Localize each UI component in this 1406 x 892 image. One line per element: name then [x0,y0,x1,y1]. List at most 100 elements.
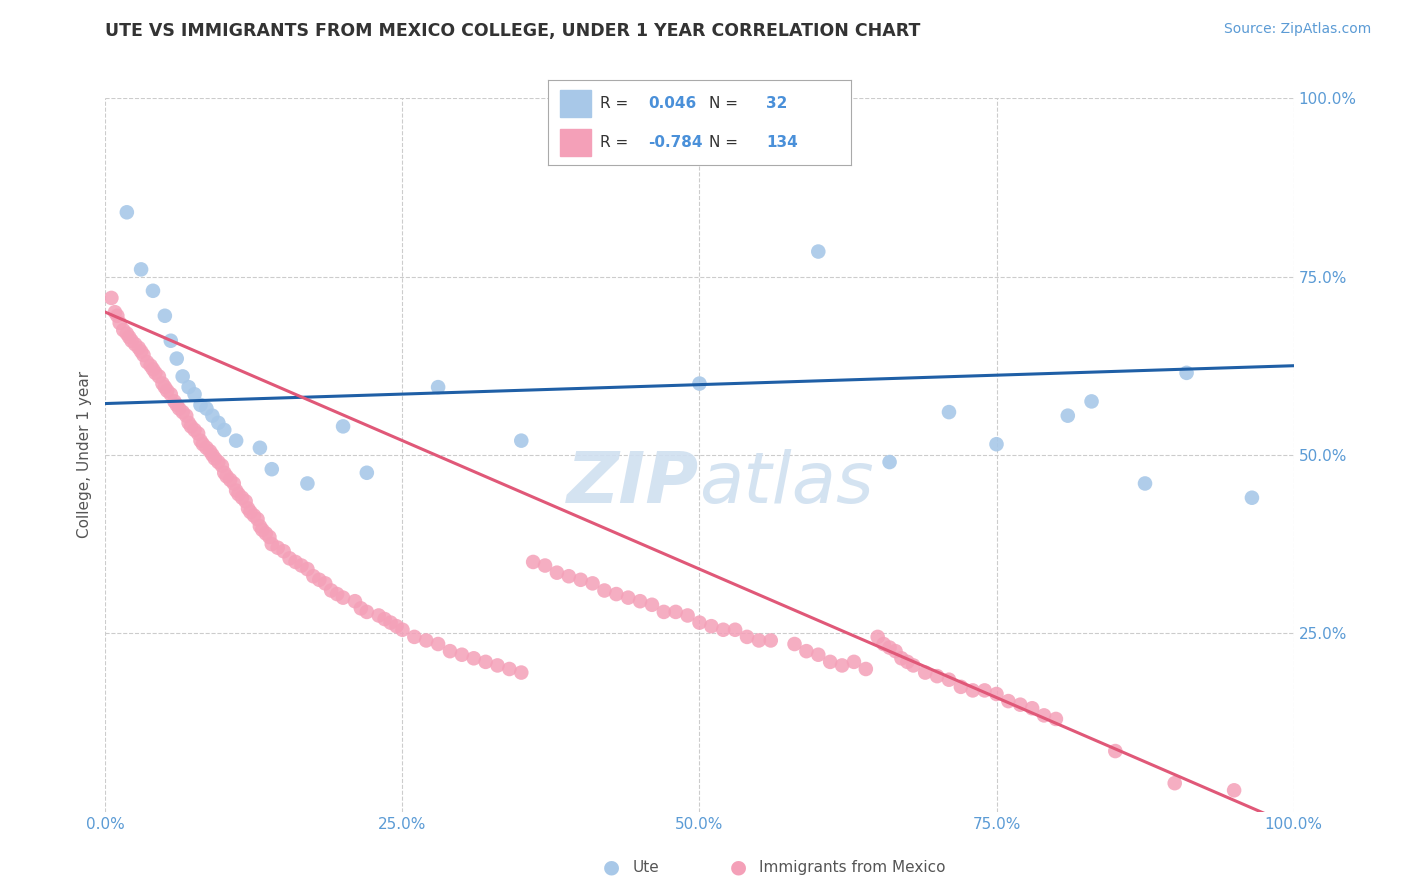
Point [1033,708,1056,723]
Point [997,694,1019,708]
Point [207,455,229,469]
Text: R =: R = [600,135,628,150]
Point [356,605,378,619]
Point [177,416,200,430]
Point [195,441,218,455]
Point [986,687,1008,701]
Point [215,469,238,483]
Point [207,416,229,430]
Point [246,512,269,526]
Point [569,573,592,587]
Y-axis label: College, Under 1 year: College, Under 1 year [77,371,93,539]
Point [427,637,450,651]
Point [374,612,396,626]
Point [558,569,581,583]
Point [105,309,128,323]
Point [879,640,901,655]
Point [259,530,281,544]
Point [896,655,918,669]
Point [156,384,179,398]
Text: ZIP: ZIP [567,449,700,518]
Point [153,380,176,394]
Point [866,630,889,644]
Point [148,369,170,384]
Point [142,362,165,376]
Point [641,598,664,612]
Point [128,341,150,355]
Point [938,673,960,687]
Point [100,291,122,305]
Text: Immigrants from Mexico: Immigrants from Mexico [759,860,946,874]
Text: Ute: Ute [633,860,659,874]
Point [159,334,181,348]
Point [884,644,907,658]
Point [252,523,274,537]
Text: atlas: atlas [700,449,875,518]
Point [159,387,181,401]
Point [1080,394,1102,409]
Point [284,555,307,569]
Point [925,669,948,683]
Point [617,591,640,605]
Point [404,630,426,644]
Point [118,330,141,344]
Point [302,569,325,583]
Point [142,284,165,298]
Point [163,394,186,409]
Text: ●: ● [603,857,620,877]
Point [748,633,770,648]
Point [807,244,830,259]
Point [239,505,262,519]
Bar [561,89,591,117]
Point [510,434,533,448]
Point [249,441,271,455]
Point [356,466,378,480]
Point [124,337,146,351]
Point [297,562,319,576]
Point [1164,776,1187,790]
Point [228,487,250,501]
Text: 32: 32 [766,95,787,111]
Point [249,519,271,533]
Point [225,434,247,448]
Point [153,309,176,323]
Point [605,587,627,601]
Point [219,473,242,487]
Point [198,444,221,458]
Point [534,558,557,573]
Point [380,615,402,630]
Point [1045,712,1067,726]
Point [949,680,972,694]
Point [235,494,257,508]
Point [546,566,568,580]
Point [254,526,277,541]
Point [796,644,818,658]
Point [735,630,758,644]
Point [183,387,205,401]
Point [700,619,723,633]
Point [510,665,533,680]
Point [112,323,135,337]
Point [385,619,408,633]
Point [180,419,202,434]
Point [1010,698,1032,712]
Text: 134: 134 [766,135,797,150]
Point [628,594,651,608]
Point [1021,701,1043,715]
Point [236,501,259,516]
Point [104,305,127,319]
Text: Source: ZipAtlas.com: Source: ZipAtlas.com [1223,22,1371,37]
Point [391,623,413,637]
Point [204,451,226,466]
Point [191,437,214,451]
Point [260,462,283,476]
Point [914,665,936,680]
Point [689,615,711,630]
Point [498,662,520,676]
Point [190,434,212,448]
Point [1223,783,1246,797]
Point [1240,491,1263,505]
Point [225,483,247,498]
Point [439,644,461,658]
Point [783,637,806,651]
